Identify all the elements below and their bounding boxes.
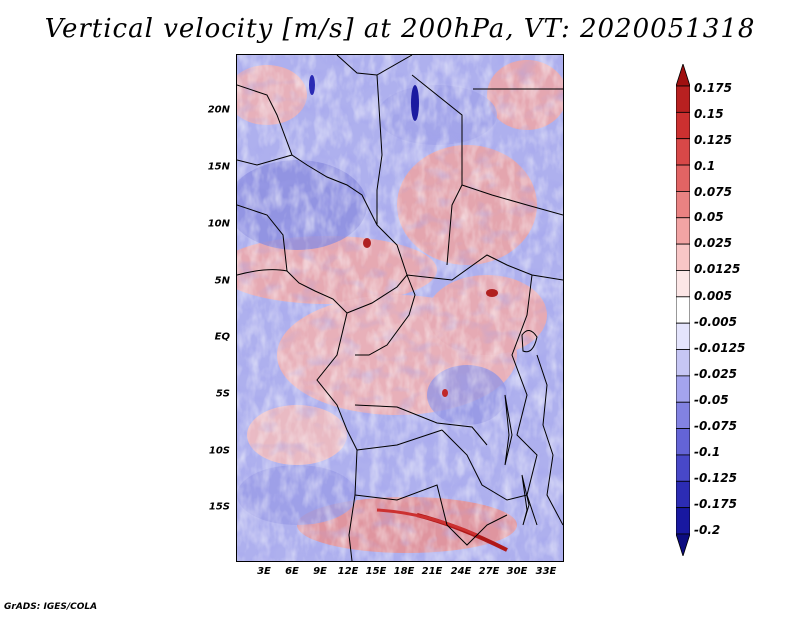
colorbar-label: -0.075 bbox=[694, 419, 737, 433]
lon-label-6e: 6E bbox=[285, 566, 299, 577]
colorbar-label: -0.125 bbox=[694, 471, 737, 485]
colorbar-label: -0.025 bbox=[694, 367, 737, 381]
colorbar-bin bbox=[676, 428, 690, 456]
colorbar-label: 0.15 bbox=[694, 107, 724, 121]
lon-label-15e: 15E bbox=[365, 566, 387, 577]
lon-label-9e: 9E bbox=[313, 566, 327, 577]
colorbar-bottom-arrow bbox=[676, 533, 690, 556]
lat-label-10s: 10S bbox=[208, 445, 230, 457]
lat-label-20n: 20N bbox=[207, 104, 230, 116]
colorbar-bin bbox=[676, 507, 690, 535]
lon-label-27e: 27E bbox=[478, 566, 500, 577]
colorbar-bin bbox=[676, 322, 690, 350]
colorbar-bin bbox=[676, 111, 690, 140]
colorbar-bin bbox=[676, 138, 690, 166]
colorbar-label: -0.0125 bbox=[694, 341, 746, 355]
extreme-spots bbox=[309, 75, 508, 552]
colorbar-bin bbox=[676, 164, 690, 192]
colorbar-bin bbox=[676, 480, 690, 509]
colorbar-bin bbox=[676, 375, 690, 403]
lakes bbox=[504, 330, 538, 526]
colorbar-bin bbox=[676, 217, 690, 245]
colorbar-bin bbox=[676, 243, 690, 271]
colorbar-label: -0.175 bbox=[694, 497, 737, 511]
colorbar-bin bbox=[676, 401, 690, 429]
colorbar-label: 0.05 bbox=[694, 210, 724, 224]
map-title: Vertical velocity [m/s] at 200hPa, VT: 2… bbox=[44, 14, 756, 44]
lat-label-5n: 5N bbox=[214, 275, 230, 287]
colorbar-label: -0.05 bbox=[694, 393, 729, 407]
colorbar-bin bbox=[676, 85, 690, 113]
colorbar-label: 0.125 bbox=[694, 133, 732, 147]
colorbar-bin bbox=[676, 454, 690, 482]
grads-credit: GrADS: IGES/COLA bbox=[4, 602, 98, 612]
borders bbox=[237, 55, 563, 561]
lat-label-eq: EQ bbox=[214, 331, 230, 343]
lon-label-12e: 12E bbox=[337, 566, 359, 577]
colorbar-bin bbox=[676, 270, 690, 298]
colorbar bbox=[676, 64, 690, 556]
lon-label-21e: 21E bbox=[421, 566, 443, 577]
colorbar-label: -0.2 bbox=[694, 523, 721, 537]
colorbar-label: 0.025 bbox=[694, 236, 732, 250]
lat-label-10n: 10N bbox=[207, 218, 230, 230]
colorbar-label: 0.175 bbox=[694, 81, 732, 95]
colorbar-label: -0.1 bbox=[694, 445, 721, 459]
colorbar-label: 0.0125 bbox=[694, 262, 741, 276]
colorbar-label: 0.005 bbox=[694, 289, 732, 303]
lat-label-15s: 15S bbox=[208, 501, 230, 513]
lon-label-3e: 3E bbox=[257, 566, 271, 577]
colorbar-bin bbox=[676, 296, 690, 324]
lon-label-24e: 24E bbox=[450, 566, 472, 577]
lat-label-5s: 5S bbox=[215, 388, 230, 400]
lat-label-15n: 15N bbox=[207, 161, 230, 173]
colorbar-bin bbox=[676, 191, 690, 219]
lon-label-18e: 18E bbox=[393, 566, 415, 577]
velocity-map bbox=[236, 54, 564, 562]
lon-label-33e: 33E bbox=[535, 566, 557, 577]
lon-label-30e: 30E bbox=[506, 566, 528, 577]
colorbar-label: 0.075 bbox=[694, 185, 732, 199]
colorbar-bin bbox=[676, 349, 690, 377]
colorbar-label: 0.1 bbox=[694, 159, 716, 173]
colorbar-label: -0.005 bbox=[694, 315, 737, 329]
colorbar-top-arrow bbox=[676, 64, 690, 87]
